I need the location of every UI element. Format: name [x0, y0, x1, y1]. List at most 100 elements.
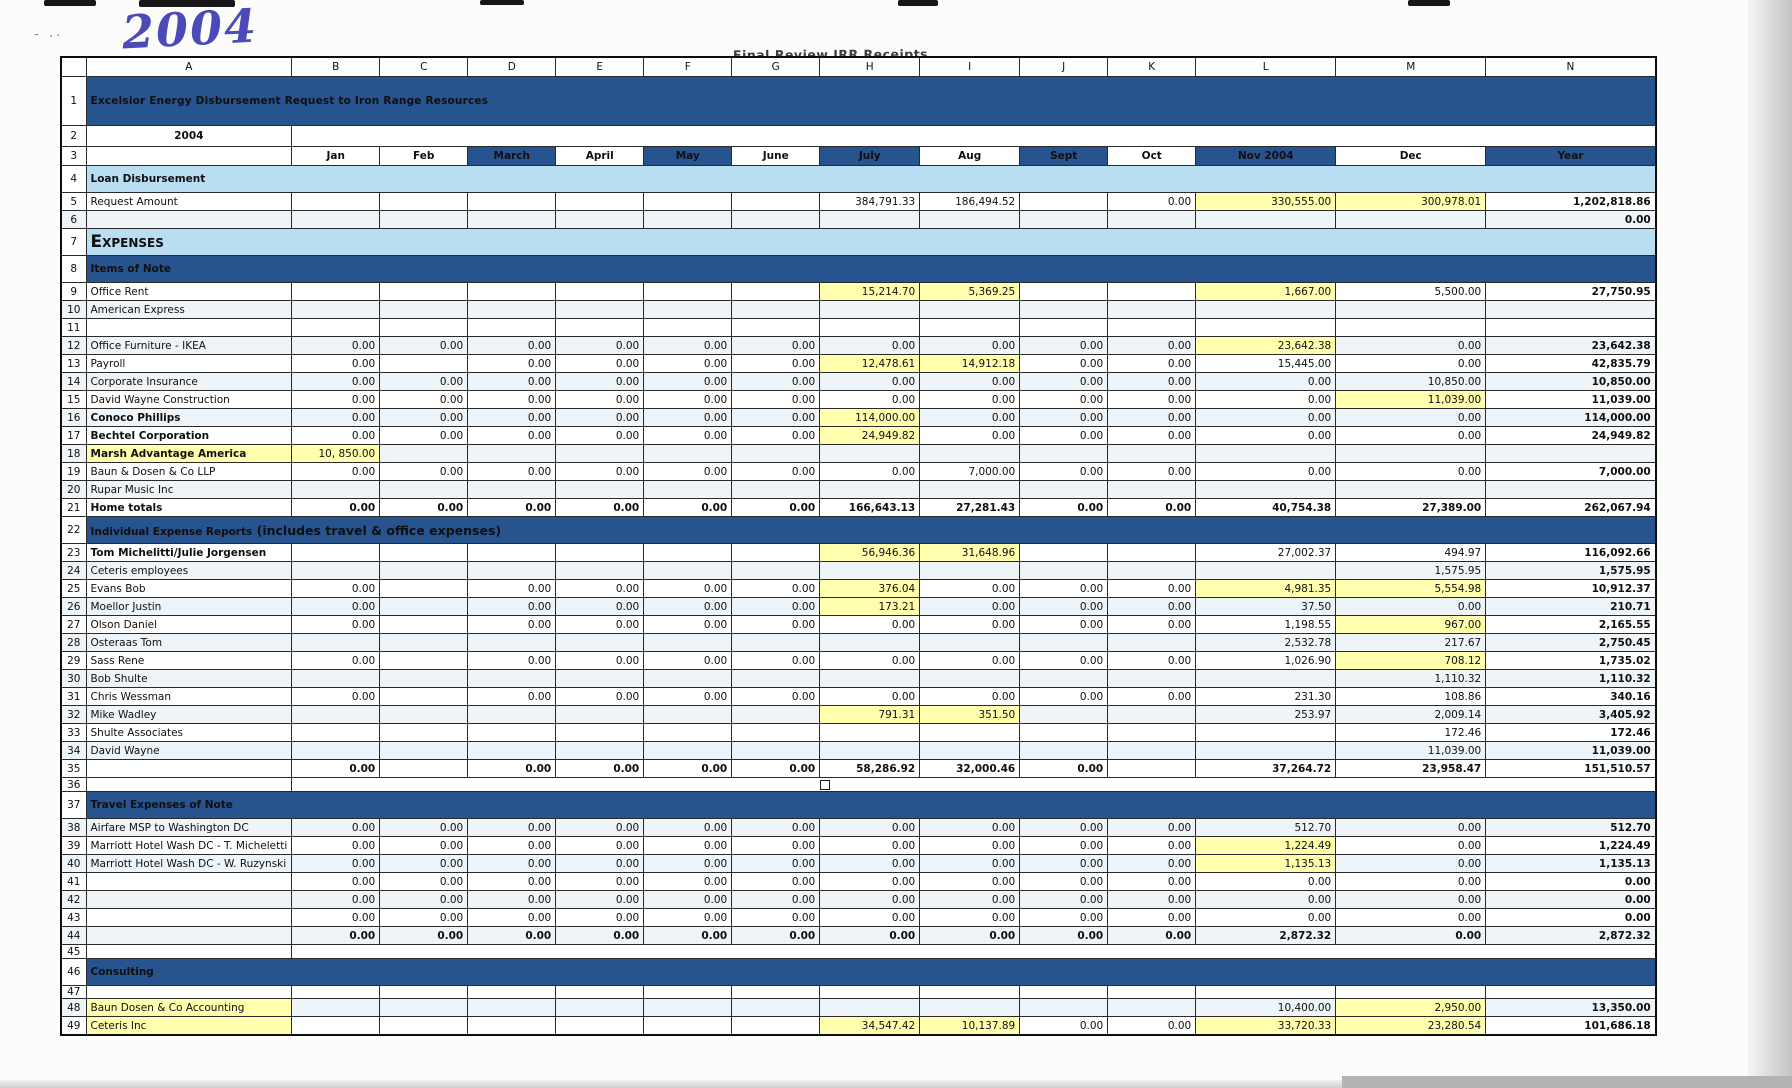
cell-M20: [1335, 480, 1487, 499]
cell-K17: 0.00: [1107, 426, 1197, 445]
cell-B47: [291, 985, 381, 999]
empty-area: [291, 125, 1657, 147]
cell-N25: 10,912.37: [1485, 579, 1657, 598]
cell-E16: 0.00: [555, 408, 645, 427]
row-label: Ceteris employees: [85, 561, 293, 580]
cell-F13: 0.00: [643, 354, 733, 373]
cell-M47: [1335, 985, 1487, 999]
cell-C18: [379, 444, 469, 463]
row-number: 18: [60, 444, 87, 463]
cell-L38: 512.70: [1195, 818, 1337, 837]
month-header-C: Feb: [379, 146, 469, 166]
row-number: 43: [60, 908, 87, 927]
scan-artifact: [139, 0, 235, 7]
cell-H43: 0.00: [819, 908, 921, 927]
cell-L19: 0.00: [1195, 462, 1337, 481]
row-number: 6: [60, 210, 87, 229]
cell-J9: [1019, 282, 1109, 301]
cell-C27: [379, 615, 469, 634]
row-label: [85, 759, 293, 778]
cell-I25: 0.00: [919, 579, 1021, 598]
data-row-42: 42 0.00 0.00 0.00 0.00 0.00 0.00 0.00 0.00 0.00 0.…: [60, 890, 1657, 909]
cell-H9: 15,214.70: [819, 282, 921, 301]
cell-J39: 0.00: [1019, 836, 1109, 855]
section-title: Items of Note: [85, 255, 1657, 283]
cell-L14: 0.00: [1195, 372, 1337, 391]
cell-M18: [1335, 444, 1487, 463]
cell-D27: 0.00: [467, 615, 557, 634]
cell-B30: [291, 669, 381, 688]
cell-N23: 116,092.66: [1485, 543, 1657, 562]
cell-C32: [379, 705, 469, 724]
cell-I44: 0.00: [919, 926, 1021, 945]
cell-E15: 0.00: [555, 390, 645, 409]
row-number: 25: [60, 579, 87, 598]
cell-C35: [379, 759, 469, 778]
cell-L10: [1195, 300, 1337, 319]
cell-L5: 330,555.00: [1195, 192, 1337, 211]
row-label: [85, 944, 293, 959]
cell-B15: 0.00: [291, 390, 381, 409]
cell-N40: 1,135.13: [1485, 854, 1657, 873]
column-letter-N: N: [1485, 56, 1657, 77]
cell-F9: [643, 282, 733, 301]
cell-E32: [555, 705, 645, 724]
cell-K6: [1107, 210, 1197, 229]
cell-K13: 0.00: [1107, 354, 1197, 373]
cell-C49: [379, 1016, 469, 1036]
cell-M16: 0.00: [1335, 408, 1487, 427]
cell-D33: [467, 723, 557, 742]
cell-I18: [919, 444, 1021, 463]
cell-N43: 0.00: [1485, 908, 1657, 927]
row-number: 33: [60, 723, 87, 742]
row-label: Ceteris Inc: [85, 1016, 293, 1036]
cell-C38: 0.00: [379, 818, 469, 837]
cell-E40: 0.00: [555, 854, 645, 873]
cell-K34: [1107, 741, 1197, 760]
row-label: Mike Wadley: [85, 705, 293, 724]
cell-D24: [467, 561, 557, 580]
cell-M25: 5,554.98: [1335, 579, 1487, 598]
cell-J18: [1019, 444, 1109, 463]
data-row-47: 47: [60, 985, 1657, 999]
cell-B24: [291, 561, 381, 580]
row-label: Airfare MSP to Washington DC: [85, 818, 293, 837]
data-row-41: 41 0.00 0.00 0.00 0.00 0.00 0.00 0.00 0.00 0.00 0.…: [60, 872, 1657, 891]
cell-G26: 0.00: [731, 597, 821, 616]
sheet-title: Excelsior Energy Disbursement Request to…: [85, 76, 1657, 126]
cell-G44: 0.00: [731, 926, 821, 945]
spreadsheet-grid: A B C D E F G H I J K L M N 1 Excelsior Energy Disburse…: [60, 56, 1657, 1036]
cell-F5: [643, 192, 733, 211]
data-row-16: 16 Conoco Phillips 0.00 0.00 0.00 0.00 0.00 0.0…: [60, 408, 1657, 427]
cell-M48: 2,950.00: [1335, 998, 1487, 1017]
section-title: Consulting: [85, 958, 1657, 986]
cell-J38: 0.00: [1019, 818, 1109, 837]
cell-C47: [379, 985, 469, 999]
data-row-34: 34 David Wayne 11,039.00 11,039.00: [60, 741, 1657, 760]
row-number: 32: [60, 705, 87, 724]
cell-C44: 0.00: [379, 926, 469, 945]
cell-B14: 0.00: [291, 372, 381, 391]
cell-M41: 0.00: [1335, 872, 1487, 891]
cell-G6: [731, 210, 821, 229]
row-number: 26: [60, 597, 87, 616]
cell-M34: 11,039.00: [1335, 741, 1487, 760]
cell-L47: [1195, 985, 1337, 999]
scan-artifact: [480, 0, 524, 5]
row-number: 15: [60, 390, 87, 409]
row-number: 4: [60, 165, 87, 193]
cell-M32: 2,009.14: [1335, 705, 1487, 724]
row-label: Bechtel Corporation: [85, 426, 293, 445]
section-subtitle: (includes travel & office expenses): [252, 522, 502, 538]
cell-D16: 0.00: [467, 408, 557, 427]
cell-F35: 0.00: [643, 759, 733, 778]
cell-M5: 300,978.01: [1335, 192, 1487, 211]
cell-G18: [731, 444, 821, 463]
cell-M24: 1,575.95: [1335, 561, 1487, 580]
cell-B20: [291, 480, 381, 499]
section-header-row: 8 Items of Note: [60, 255, 1657, 283]
cell-H42: 0.00: [819, 890, 921, 909]
cell-K20: [1107, 480, 1197, 499]
cell-G47: [731, 985, 821, 999]
month-header-F: May: [643, 146, 733, 166]
